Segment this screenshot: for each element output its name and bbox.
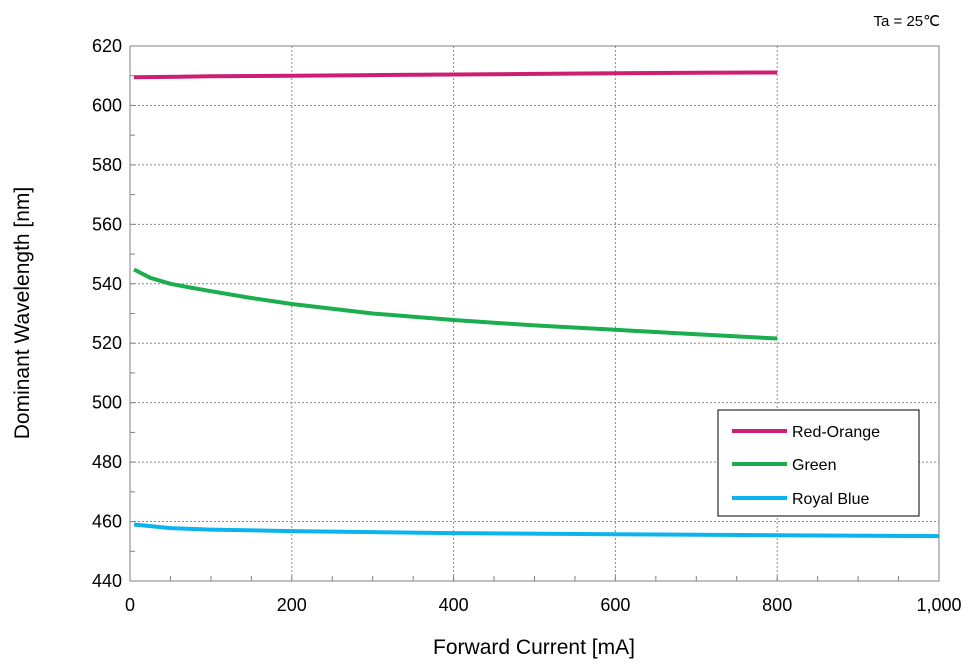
series-lines [133,70,940,539]
series-line-red-orange [133,70,778,80]
y-tick-label: 440 [92,571,122,591]
plot-frame [129,45,940,582]
y-tick-label: 500 [92,393,122,413]
x-tick-label: 400 [439,595,469,615]
y-tick-label: 560 [92,214,122,234]
y-tick-label: 460 [92,512,122,532]
legend-label-royal-blue: Royal Blue [792,491,869,508]
y-tick-label: 580 [92,155,122,175]
y-tick-label: 620 [92,36,122,56]
x-axis-title: Forward Current [mA] [433,636,635,659]
y-tick-labels: 440 460 480 500 520 540 560 580 600 620 [92,36,122,591]
y-tick-label: 520 [92,333,122,353]
legend-label-green: Green [792,457,836,474]
x-tick-label: 200 [277,595,307,615]
x-tick-label: 1,000 [916,595,961,615]
y-tick-label: 600 [92,95,122,115]
x-tick-labels: 0 200 400 600 800 1,000 [125,595,962,615]
legend: Red-Orange Green Royal Blue [717,409,920,517]
x-tick-label: 800 [762,595,792,615]
x-tick-label: 0 [125,595,135,615]
x-tick-label: 600 [600,595,630,615]
minor-ticks [129,45,940,582]
y-tick-label: 480 [92,452,122,472]
series-line-green [133,267,778,341]
condition-note: Ta = 25℃ [874,13,940,30]
series-line-royal-blue [133,522,940,539]
legend-label-red-orange: Red-Orange [792,424,880,441]
y-axis-title: Dominant Wavelength [nm] [11,187,34,440]
y-tick-label: 540 [92,274,122,294]
